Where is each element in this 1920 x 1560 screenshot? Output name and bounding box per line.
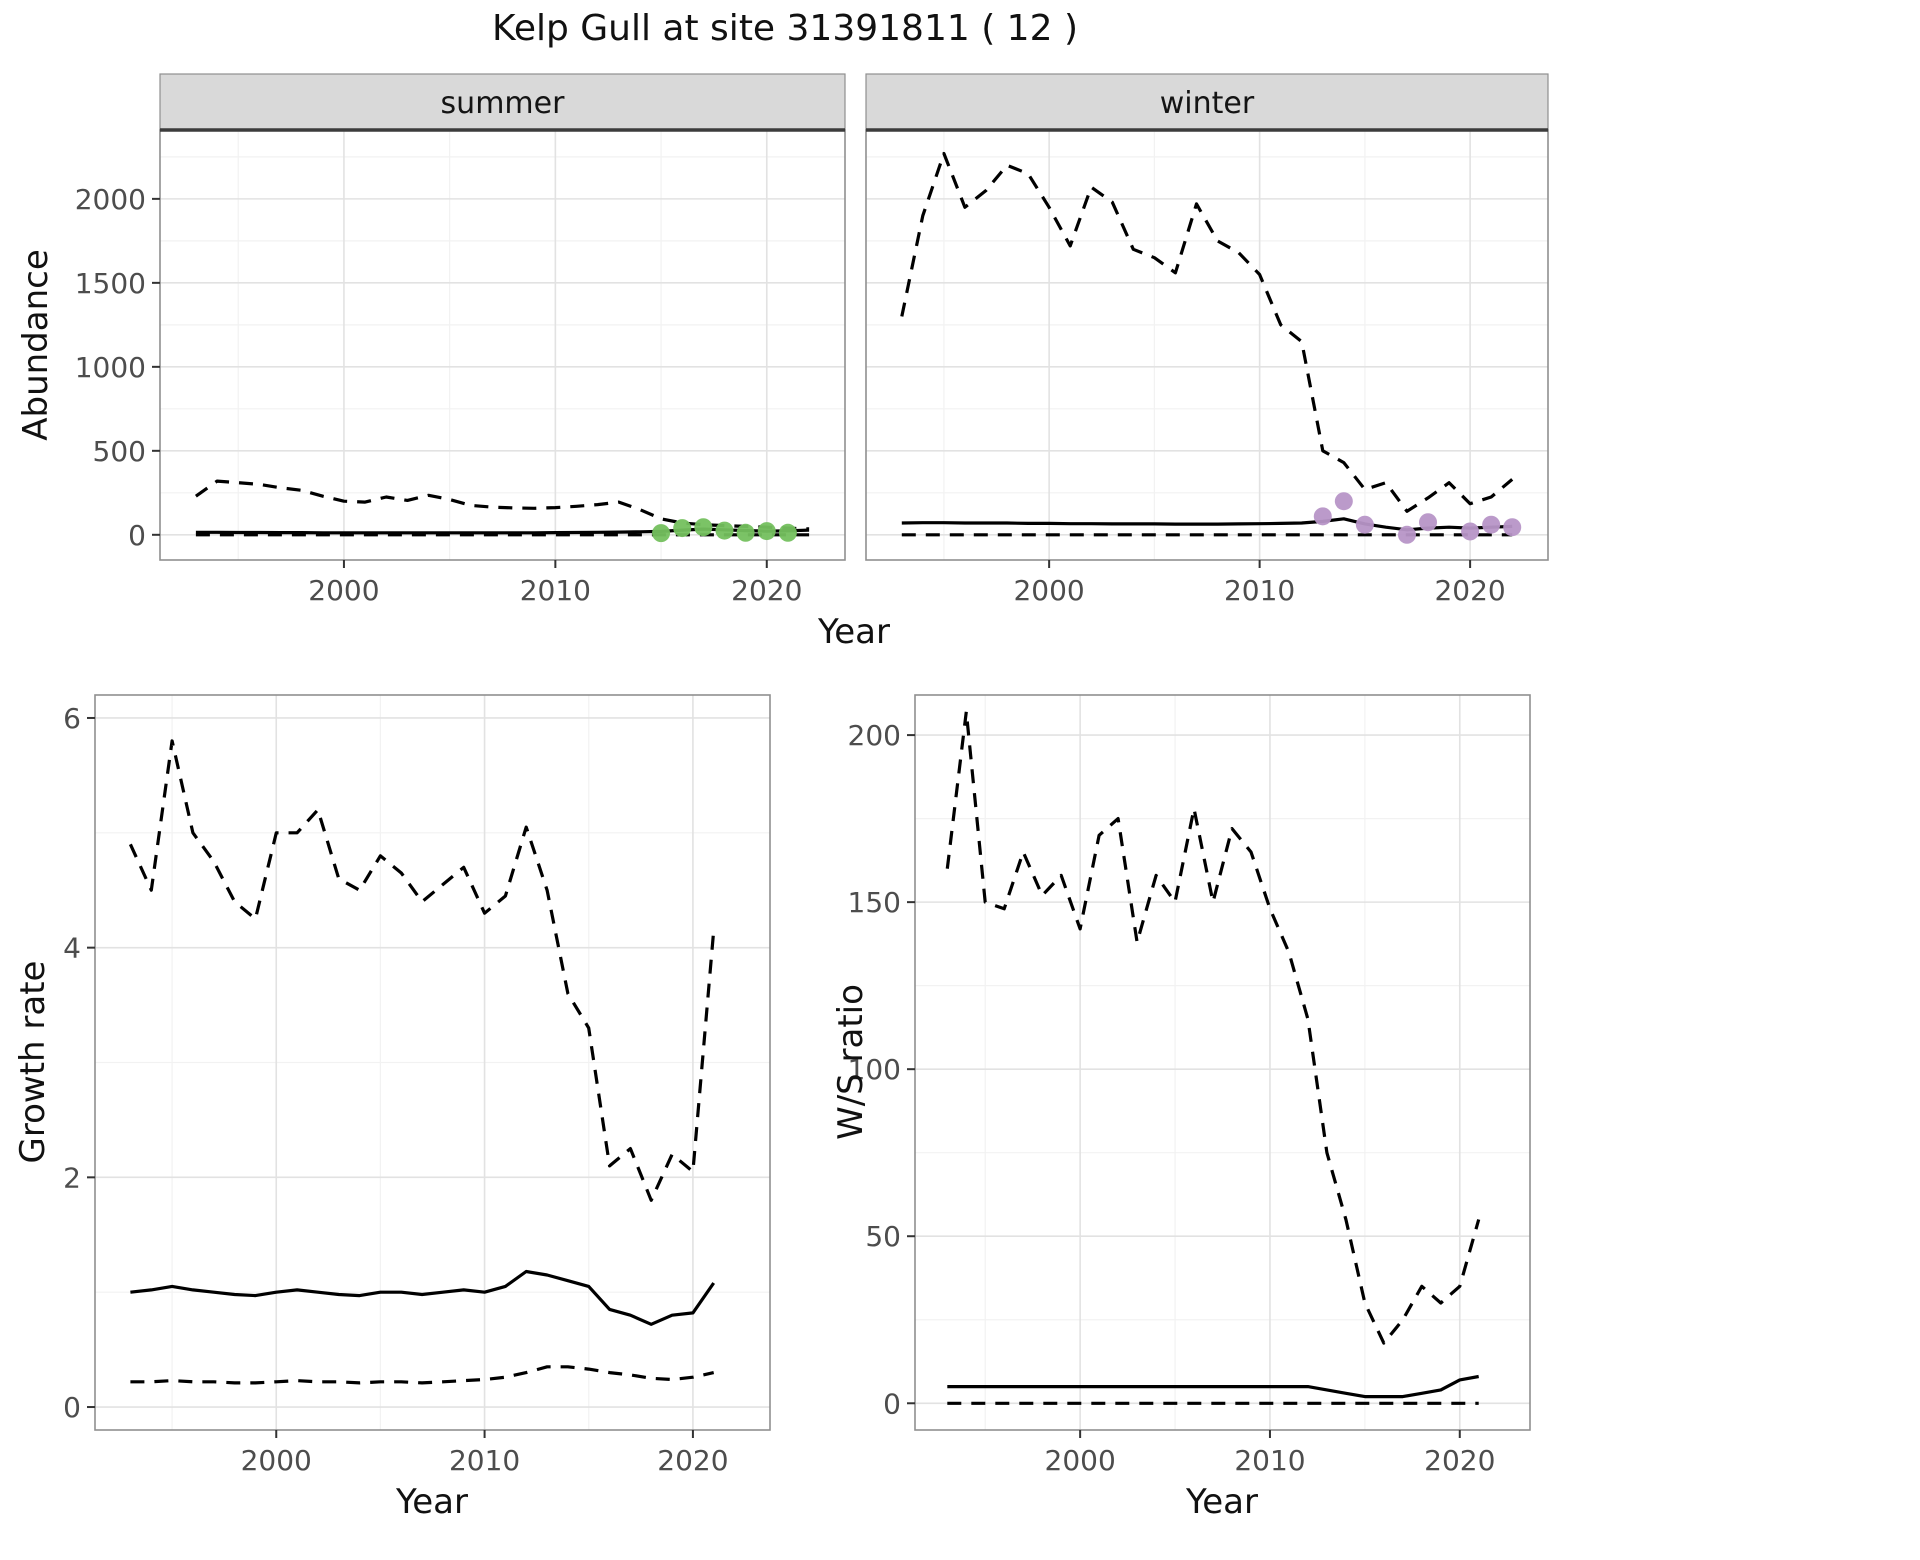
x-tick-label: 2020 [731,574,802,607]
y-tick-label: 150 [848,886,901,919]
x-tick-label: 2000 [308,574,379,607]
abundance_winter-upper_ci-line [900,151,1514,513]
ws-ratio-axis-label: W/S ratio [831,984,871,1140]
ws_ratio-upper_ci-line [945,710,1481,1345]
abundance_summer-upper_ci-line [194,479,810,531]
x-tick-label: 2020 [657,1444,728,1477]
abundance_summer-observed-point [736,523,755,542]
x-tick-label: 2000 [241,1444,312,1477]
x-tick-label: 2010 [520,574,591,607]
facet-label-summer: summer [441,86,566,121]
y-tick-label: 1500 [75,267,146,300]
x-tick-label: 2010 [449,1444,520,1477]
growth_rate-median-line [130,1269,716,1326]
y-tick-label: 4 [63,932,81,965]
abundance_winter-observed-point [1355,515,1374,534]
growth_rate-panel-border [94,694,771,1431]
abundance_winter-observed-point [1461,522,1480,541]
abundance_winter-observed-point [1503,518,1522,537]
y-tick-label: 500 [93,435,146,468]
y-tick-label: 1000 [75,351,146,384]
abundance_winter-observed-point [1419,513,1438,532]
abundance_summer-observed-point [694,518,713,537]
abundance-axis-label: Abundance [16,249,56,441]
x-tick-label: 2010 [1224,574,1295,607]
facet-label-winter: winter [1160,86,1255,121]
y-tick-label: 2 [63,1161,81,1194]
abundance_winter-observed-point [1482,515,1501,534]
growth-rate-axis-label: Growth rate [13,960,53,1164]
ws_ratio-panel-border [914,694,1531,1431]
facet-strip-summer [159,73,846,131]
abundance_summer-observed-point [778,523,797,542]
growth_rate-upper_ci-line [128,739,716,1202]
y-tick-label: 6 [63,702,81,735]
ws_ratio-median-line [947,1374,1479,1399]
abundance_winter-observed-point [1334,492,1353,511]
facet-strip-winter [865,73,1549,131]
ws_ratio-panel-bg [915,695,1530,1430]
y-tick-label: 200 [848,719,901,752]
growth-xaxis-label: Year [396,1482,468,1522]
x-tick-label: 2000 [1013,574,1084,607]
abundance_winter-observed-point [1397,525,1416,544]
abundance_summer-panel-bg [160,130,845,560]
y-tick-label: 100 [848,1053,901,1086]
growth_rate-lower_ci-line [130,1365,715,1385]
x-tick-label: 2010 [1234,1444,1305,1477]
x-tick-label: 2020 [1434,574,1505,607]
y-tick-label: 2000 [75,183,146,216]
abundance_summer-observed-point [652,524,671,543]
abundance_summer-observed-point [757,522,776,541]
ws-xaxis-label: Year [1186,1482,1258,1522]
abundance_summer-observed-point [715,521,734,540]
abundance_winter-observed-point [1313,507,1332,526]
x-tick-label: 2000 [1045,1444,1116,1477]
y-tick-label: 50 [865,1220,901,1253]
y-tick-label: 0 [128,519,146,552]
chart-title: Kelp Gull at site 31391811 ( 12 ) [492,8,1078,49]
y-tick-label: 0 [63,1391,81,1424]
x-tick-label: 2020 [1424,1444,1495,1477]
abundance_summer-observed-point [673,519,692,538]
abundance_winter-panel-bg [866,130,1548,560]
top-xaxis-label: Year [818,612,890,652]
y-tick-label: 0 [883,1387,901,1420]
